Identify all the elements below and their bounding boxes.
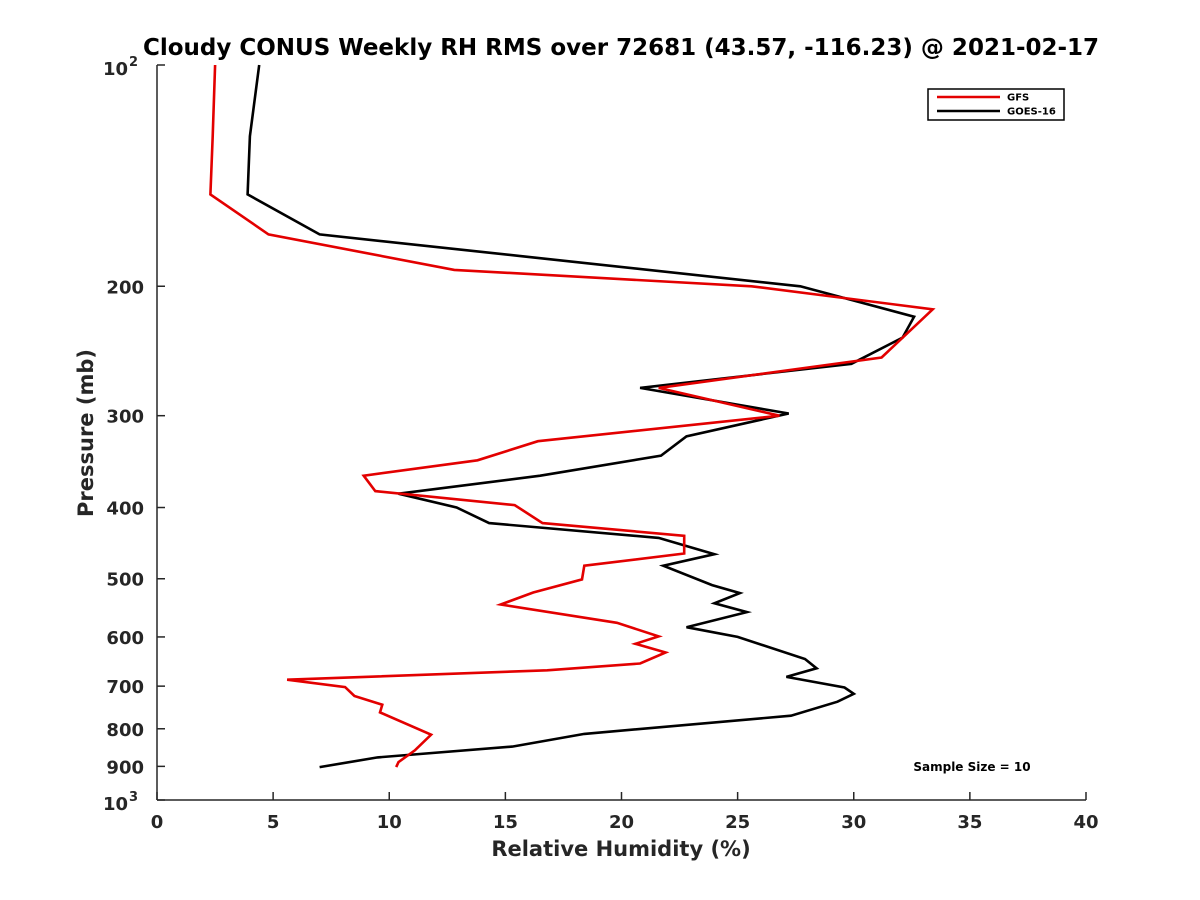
x-tick-label: 5 [267, 812, 280, 833]
x-ticks: 0 5 10 15 20 25 30 35 40 [151, 792, 1099, 833]
y-tick-exponent: 2 [129, 55, 138, 70]
y-tick-label: 300 [106, 407, 144, 428]
legend-items: GFS GOES-16 [937, 93, 1056, 118]
plot-area: 0 5 10 15 20 25 30 35 40 10 220030040050060070080… [103, 55, 1099, 833]
x-tick-label: 30 [841, 812, 866, 833]
y-tick-base: 10 [103, 794, 128, 815]
series-line-gfs [209, 64, 936, 768]
y-tick-label: 500 [106, 570, 144, 591]
legend: GFS GOES-16 [927, 88, 1065, 121]
x-tick-label: 0 [151, 812, 164, 833]
y-tick-label: 200 [106, 277, 144, 298]
sample-size-annotation: Sample Size = 10 [913, 760, 1030, 774]
y-tick-base: 10 [103, 59, 128, 80]
x-tick-label: 10 [377, 812, 402, 833]
x-tick-label: 15 [493, 812, 518, 833]
y-tick-label: 10 3 [103, 790, 138, 815]
x-tick-label: 25 [725, 812, 750, 833]
x-tick-label: 20 [609, 812, 634, 833]
y-tick-label: 600 [106, 628, 144, 649]
chart-title: Cloudy CONUS Weekly RH RMS over 72681 (4… [143, 35, 1099, 61]
x-axis-label: Relative Humidity (%) [491, 837, 750, 861]
y-tick-label: 10 2 [103, 55, 138, 80]
y-axis-label: Pressure (mb) [74, 349, 98, 517]
y-tick-label: 900 [106, 757, 144, 778]
y-tick-label: 800 [106, 720, 144, 741]
x-tick-label: 35 [957, 812, 982, 833]
legend-label-goes-16: GOES-16 [1007, 107, 1056, 118]
y-tick-label: 700 [106, 677, 144, 698]
series-line-goes-16 [246, 64, 917, 769]
series-layer [209, 64, 936, 769]
x-tick-label: 40 [1073, 812, 1098, 833]
legend-label-gfs: GFS [1007, 93, 1029, 104]
y-tick-exponent: 3 [129, 790, 138, 805]
legend-box [927, 88, 1065, 121]
y-tick-label: 400 [106, 499, 144, 520]
